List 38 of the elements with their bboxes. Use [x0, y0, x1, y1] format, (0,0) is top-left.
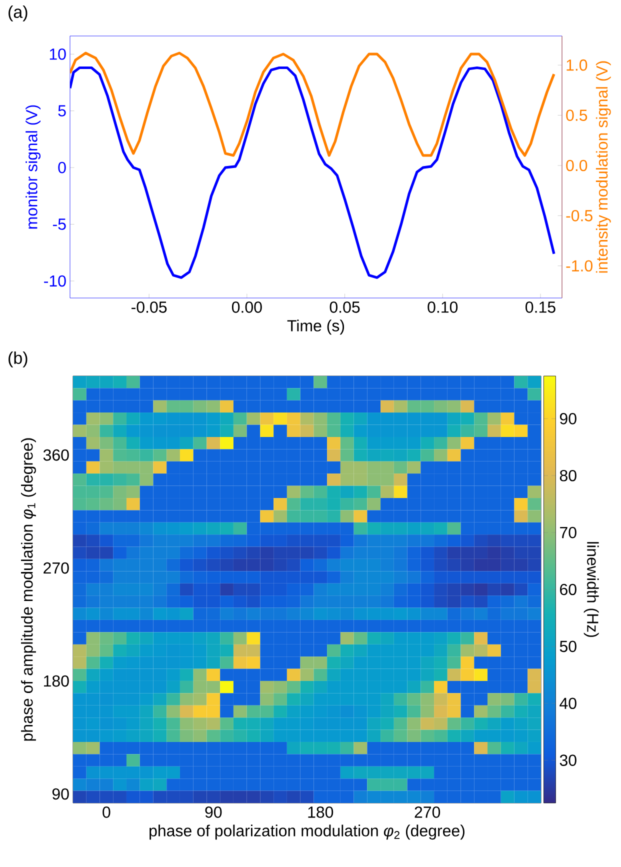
x-axis-title: phase of polarization modulation φ$_{2}$ (degree)	[150, 824, 464, 840]
y2-tick-label: 0.0	[566, 160, 588, 172]
color-bar-label: 60	[560, 584, 576, 596]
y2-tick-label: 0.5	[566, 110, 588, 121]
text: (b)	[8, 352, 28, 368]
y-tick-label: 90	[52, 788, 69, 800]
x-tick-label: 270	[414, 806, 440, 818]
y-tick-label: 5	[58, 105, 66, 116]
y-tick-label: -10	[44, 275, 66, 287]
color-bar-label: 50	[560, 640, 576, 652]
text: (a)	[8, 6, 28, 22]
y-tick-label: 10	[50, 48, 66, 60]
y-tick-label: 360	[43, 449, 69, 461]
x-tick-label: 0.00	[232, 302, 262, 313]
y2-tick-label: -1.0	[566, 260, 592, 272]
x-tick-label: 0.10	[428, 302, 458, 313]
x-tick-label: 0.05	[330, 302, 360, 313]
y-tick-label: -5	[52, 218, 66, 230]
y2-tick-label: -0.5	[566, 210, 592, 222]
color-bar-title: linewidth (Hz)	[584, 542, 599, 637]
color-bar-label: 40	[560, 698, 576, 710]
color-bar-label: 80	[560, 470, 576, 482]
y-tick-label: 0	[58, 162, 66, 174]
color-bar-label: 70	[560, 526, 576, 538]
color-bar-label: 30	[560, 754, 576, 766]
y-axis-title: monitor signal (V)	[26, 105, 41, 229]
x-tick-label: 0	[102, 806, 110, 818]
color-bar-label: 90	[560, 413, 576, 424]
x-tick-label: -0.05	[132, 302, 167, 313]
x-axis-title: Time (s)	[287, 320, 344, 335]
y-tick-label: 270	[44, 562, 69, 574]
x-tick-label: 180	[308, 806, 334, 818]
y-axis-title: phase of amplitude modulation φ$_{1}$ (degree)	[21, 438, 36, 741]
y2-axis-title: intensity modulation signal (V)	[596, 61, 611, 273]
y-tick-label: 180	[44, 675, 69, 687]
y2-tick-label: 1.0	[566, 59, 588, 71]
x-tick-label: 90	[205, 806, 222, 818]
x-tick-label: 0.15	[526, 302, 556, 313]
